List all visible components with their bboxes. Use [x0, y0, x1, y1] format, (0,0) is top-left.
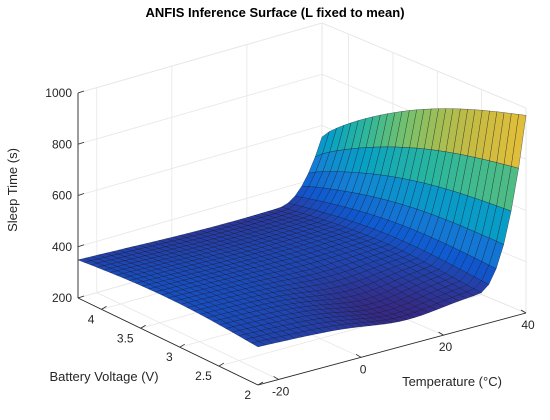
- temperature-tick-mark-2: [438, 331, 444, 336]
- z-tick-mark-3: [77, 141, 85, 145]
- z-tick-mark-0: [77, 295, 85, 299]
- z-tick-mark-2: [77, 193, 85, 196]
- surface-patch-0-27: [251, 341, 266, 348]
- z-tick-mark-1: [77, 244, 85, 248]
- temperature-tick-label-1: 0: [360, 362, 367, 376]
- temperature-tick-mark-0: [273, 376, 279, 380]
- temperature-tick-mark-3: [520, 309, 527, 314]
- y-axis-label: Battery Voltage (V): [49, 369, 158, 384]
- grid-line-floor-temp-0: [96, 292, 279, 380]
- box-edge-4: [321, 22, 527, 109]
- voltage-axis-line: [77, 297, 259, 386]
- temperature-tick-label-3: 40: [521, 318, 535, 332]
- temperature-axis-line: [257, 312, 527, 386]
- z-tick-mark-4: [77, 90, 85, 94]
- voltage-tick-mark-0: [257, 381, 264, 386]
- voltage-tick-label-2: 3: [166, 350, 173, 364]
- z-tick-label-4: 1000: [45, 86, 72, 100]
- voltage-tick-label-4: 4: [88, 312, 95, 326]
- z-axis-label: Sleep Time (s): [5, 148, 20, 232]
- z-tick-label-3: 800: [52, 137, 72, 151]
- grid-line-backwall-z-2: [77, 125, 323, 196]
- temperature-tick-mark-1: [355, 353, 362, 358]
- voltage-tick-label-3: 3.5: [117, 331, 134, 345]
- chart-title: ANFIS Inference Surface (L fixed to mean…: [145, 5, 404, 20]
- z-tick-label-1: 400: [52, 240, 72, 254]
- voltage-tick-label-1: 2.5: [195, 369, 212, 383]
- temperature-tick-label-0: -20: [272, 384, 290, 398]
- grid-line-backwall-z-1: [77, 176, 323, 248]
- grid-line-backwall-z-3: [77, 73, 323, 145]
- voltage-tick-mark-2: [179, 343, 185, 348]
- z-tick-label-0: 200: [52, 291, 72, 305]
- x-axis-label: Temperature (°C): [402, 374, 502, 389]
- voltage-tick-mark-4: [101, 306, 107, 310]
- voltage-tick-label-0: 2: [244, 388, 251, 402]
- tick-layer: 200 400 600 800 1000 2 2.5 3 3.5 4 -20 0 20 40: [45, 86, 535, 402]
- temperature-tick-label-2: 20: [439, 340, 453, 354]
- surface-layer: [77, 108, 527, 348]
- voltage-tick-mark-3: [140, 324, 146, 329]
- voltage-tick-mark-1: [218, 362, 225, 367]
- box-edge-3: [77, 22, 323, 94]
- z-tick-label-2: 600: [52, 189, 72, 203]
